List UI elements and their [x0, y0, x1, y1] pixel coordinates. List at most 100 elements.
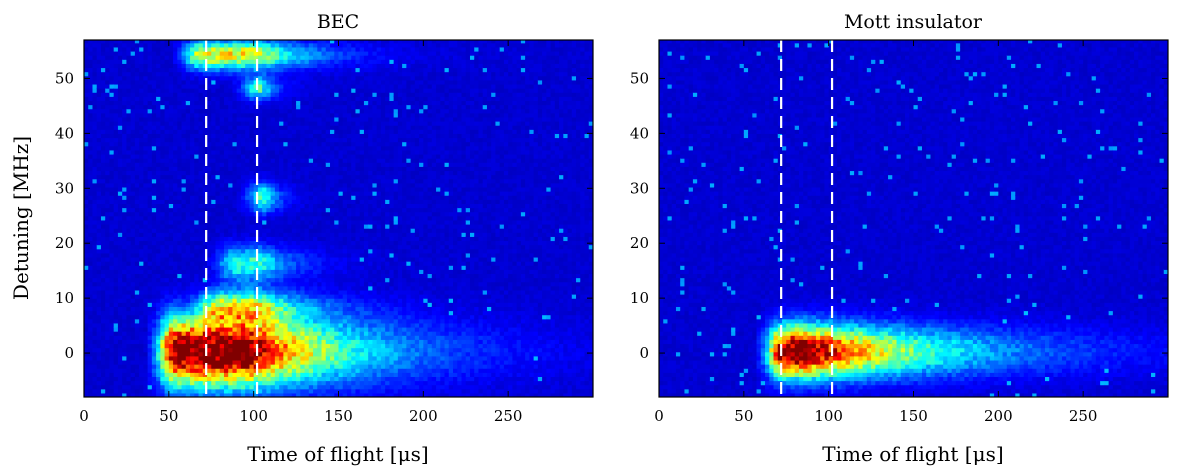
heatmap-cell [287, 335, 293, 340]
heatmap-cell [198, 100, 204, 106]
heatmap-cell [291, 310, 297, 316]
heatmap-cell [274, 277, 280, 283]
heatmap-cell [151, 302, 157, 307]
heatmap-cell [168, 339, 174, 345]
heatmap-cell [207, 306, 212, 312]
heatmap-cell [287, 318, 293, 324]
heatmap-cell [304, 137, 310, 143]
heatmap-cell [308, 376, 314, 382]
heatmap-cell [109, 129, 115, 134]
heatmap-cell [88, 273, 94, 279]
heatmap-cell [134, 368, 140, 373]
heatmap-cell [88, 67, 94, 73]
heatmap-cell [207, 174, 212, 180]
heatmap-cell [160, 166, 166, 172]
heatmap-cell [219, 347, 225, 353]
heatmap-cell [100, 42, 106, 48]
heatmap-cell [266, 265, 272, 270]
heatmap-cell [151, 269, 157, 275]
heatmap-cell [92, 100, 98, 106]
heatmap-cell [270, 273, 276, 279]
heatmap-cell [117, 50, 123, 56]
heatmap-cell [109, 199, 115, 204]
heatmap-cell [134, 40, 140, 44]
heatmap-cell [130, 372, 136, 377]
heatmap-cell [122, 240, 128, 246]
heatmap-cell [245, 125, 251, 130]
heatmap-cell [262, 269, 267, 275]
heatmap-cell [96, 162, 102, 167]
heatmap-cell [185, 153, 191, 159]
heatmap-cell [253, 207, 259, 213]
heatmap-cell [245, 277, 251, 283]
heatmap-cell [177, 294, 183, 299]
heatmap-cell [198, 335, 204, 340]
heatmap-cell [122, 199, 128, 204]
heatmap-cell [274, 294, 280, 299]
heatmap-cell [156, 322, 161, 328]
heatmap-cell [105, 182, 111, 188]
heatmap-cell [249, 261, 255, 266]
heatmap-cell [100, 392, 106, 397]
heatmap-cell [143, 359, 149, 365]
heatmap-cell [92, 372, 98, 377]
heatmap-cell [143, 351, 149, 357]
heatmap-cell [151, 149, 157, 155]
heatmap-cell [92, 178, 98, 184]
heatmap-cell [245, 96, 251, 102]
heatmap-cell [151, 71, 157, 77]
heatmap-cell [228, 318, 234, 324]
heatmap-cell [287, 289, 293, 295]
heatmap-cell [274, 40, 280, 44]
heatmap-cell [321, 388, 327, 394]
heatmap-cell [134, 46, 140, 52]
heatmap-cell [84, 392, 89, 397]
heatmap-cell [173, 182, 178, 188]
heatmap-cell [257, 182, 263, 188]
heatmap-cell [113, 121, 119, 126]
heatmap-cell [168, 42, 174, 48]
heatmap-cell [232, 133, 238, 139]
heatmap-cell [228, 376, 234, 382]
heatmap-cell [122, 232, 128, 237]
heatmap-cell [160, 191, 166, 196]
heatmap-cell [177, 388, 183, 394]
heatmap-cell [109, 285, 115, 291]
heatmap-cell [219, 59, 225, 64]
heatmap-cell [147, 236, 153, 242]
heatmap-cell [249, 306, 255, 312]
heatmap-cell [202, 318, 208, 324]
heatmap-cell [143, 339, 149, 345]
heatmap-cell [156, 59, 161, 64]
heatmap-cell [245, 59, 251, 64]
heatmap-cell [173, 108, 178, 114]
heatmap-cell [245, 236, 251, 242]
heatmap-cell [232, 182, 238, 188]
heatmap-cell [321, 314, 327, 320]
heatmap-cell [185, 100, 191, 106]
heatmap-cell [249, 79, 255, 85]
heatmap-cell [321, 121, 327, 126]
heatmap-cell [245, 174, 251, 180]
heatmap-cell [291, 322, 297, 328]
heatmap-cell [156, 133, 161, 139]
heatmap-cell [190, 289, 195, 295]
heatmap-cell [215, 174, 221, 180]
heatmap-cell [232, 195, 238, 200]
heatmap-cell [194, 170, 200, 176]
heatmap-cell [279, 326, 284, 332]
heatmap-cell [257, 162, 263, 167]
heatmap-cell [143, 71, 149, 77]
heatmap-cell [228, 273, 234, 279]
heatmap-cell [304, 359, 310, 365]
heatmap-cell [270, 203, 276, 209]
heatmap-cell [130, 112, 136, 118]
heatmap-cell [240, 145, 246, 151]
heatmap-cell [194, 63, 200, 69]
heatmap-cell [117, 186, 123, 192]
heatmap-cell [207, 364, 212, 369]
heatmap-cell [84, 314, 89, 320]
heatmap-cell [321, 347, 327, 353]
heatmap-cell [190, 298, 195, 303]
heatmap-cell [253, 281, 259, 287]
